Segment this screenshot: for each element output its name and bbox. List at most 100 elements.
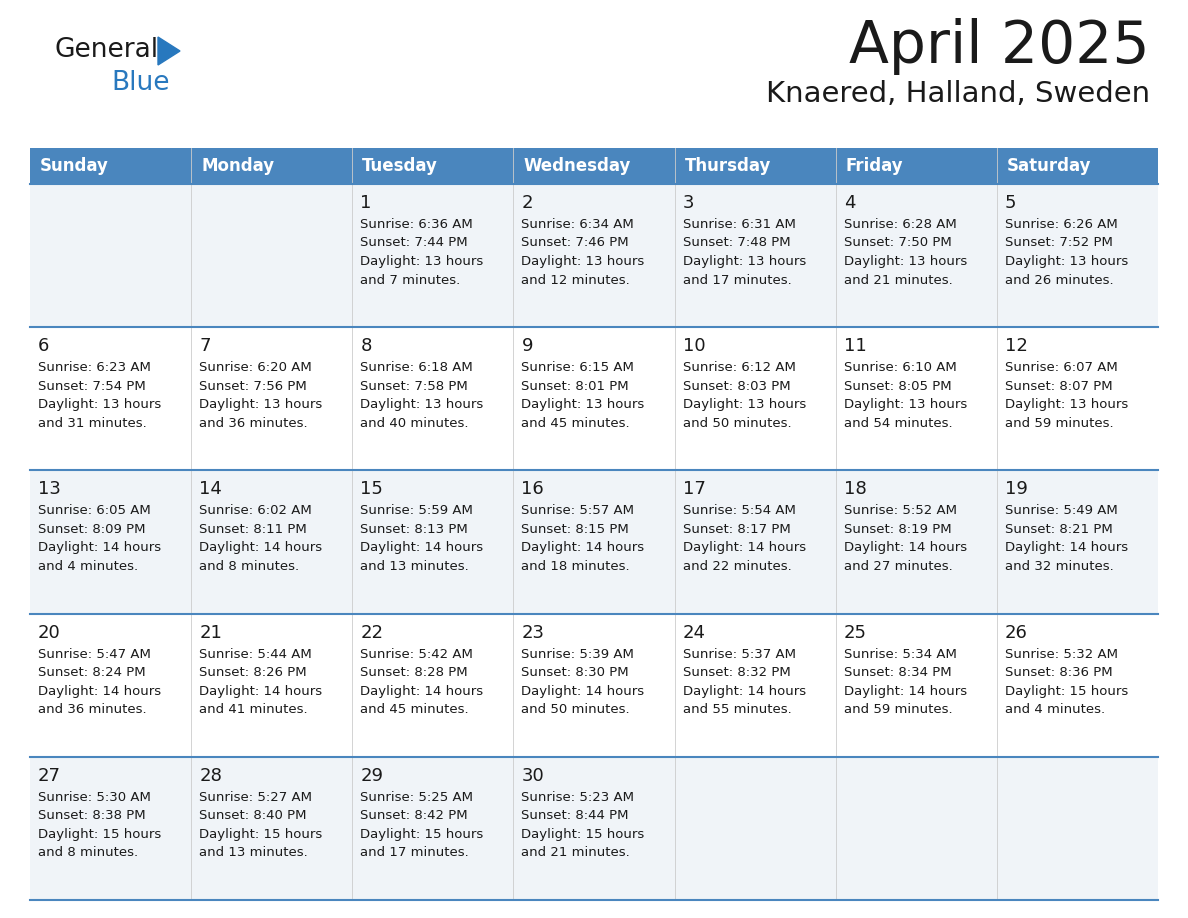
Text: Daylight: 14 hours: Daylight: 14 hours bbox=[843, 685, 967, 698]
Text: Sunset: 8:01 PM: Sunset: 8:01 PM bbox=[522, 380, 630, 393]
Text: and 7 minutes.: and 7 minutes. bbox=[360, 274, 461, 286]
Text: Sunset: 8:36 PM: Sunset: 8:36 PM bbox=[1005, 666, 1112, 679]
Text: and 26 minutes.: and 26 minutes. bbox=[1005, 274, 1113, 286]
Text: Daylight: 13 hours: Daylight: 13 hours bbox=[683, 255, 805, 268]
Text: Daylight: 14 hours: Daylight: 14 hours bbox=[200, 542, 322, 554]
Text: and 21 minutes.: and 21 minutes. bbox=[843, 274, 953, 286]
Text: Wednesday: Wednesday bbox=[524, 157, 631, 175]
Text: Sunrise: 6:05 AM: Sunrise: 6:05 AM bbox=[38, 504, 151, 518]
Text: and 59 minutes.: and 59 minutes. bbox=[1005, 417, 1113, 430]
Bar bbox=[997, 327, 1158, 470]
Bar bbox=[353, 756, 513, 900]
Bar bbox=[353, 613, 513, 756]
Text: Sunrise: 5:59 AM: Sunrise: 5:59 AM bbox=[360, 504, 473, 518]
Text: and 41 minutes.: and 41 minutes. bbox=[200, 703, 308, 716]
Text: Sunrise: 6:26 AM: Sunrise: 6:26 AM bbox=[1005, 218, 1118, 231]
Text: 11: 11 bbox=[843, 337, 866, 355]
Text: and 13 minutes.: and 13 minutes. bbox=[200, 846, 308, 859]
Text: 22: 22 bbox=[360, 623, 384, 642]
Text: Sunset: 8:13 PM: Sunset: 8:13 PM bbox=[360, 523, 468, 536]
Bar bbox=[675, 613, 835, 756]
Text: Sunrise: 6:36 AM: Sunrise: 6:36 AM bbox=[360, 218, 473, 231]
Text: Sunset: 8:17 PM: Sunset: 8:17 PM bbox=[683, 523, 790, 536]
Bar bbox=[353, 470, 513, 613]
Polygon shape bbox=[158, 37, 181, 65]
Text: Daylight: 13 hours: Daylight: 13 hours bbox=[843, 398, 967, 411]
Text: Sunrise: 5:30 AM: Sunrise: 5:30 AM bbox=[38, 790, 151, 804]
Bar bbox=[675, 756, 835, 900]
Text: 28: 28 bbox=[200, 767, 222, 785]
Text: Sunrise: 6:07 AM: Sunrise: 6:07 AM bbox=[1005, 361, 1118, 375]
Text: Friday: Friday bbox=[846, 157, 903, 175]
Text: 7: 7 bbox=[200, 337, 210, 355]
Text: 3: 3 bbox=[683, 194, 694, 212]
Text: Sunrise: 5:57 AM: Sunrise: 5:57 AM bbox=[522, 504, 634, 518]
Text: Sunrise: 5:49 AM: Sunrise: 5:49 AM bbox=[1005, 504, 1118, 518]
Text: Sunrise: 5:34 AM: Sunrise: 5:34 AM bbox=[843, 647, 956, 661]
Text: Sunset: 8:34 PM: Sunset: 8:34 PM bbox=[843, 666, 952, 679]
Text: Daylight: 13 hours: Daylight: 13 hours bbox=[522, 255, 645, 268]
Bar bbox=[835, 470, 997, 613]
Text: Sunrise: 6:34 AM: Sunrise: 6:34 AM bbox=[522, 218, 634, 231]
Text: Sunset: 8:21 PM: Sunset: 8:21 PM bbox=[1005, 523, 1113, 536]
Text: Sunset: 8:07 PM: Sunset: 8:07 PM bbox=[1005, 380, 1112, 393]
Text: Sunrise: 5:25 AM: Sunrise: 5:25 AM bbox=[360, 790, 473, 804]
Text: Sunset: 7:50 PM: Sunset: 7:50 PM bbox=[843, 237, 952, 250]
Text: and 17 minutes.: and 17 minutes. bbox=[360, 846, 469, 859]
Text: Saturday: Saturday bbox=[1007, 157, 1092, 175]
Bar bbox=[30, 470, 191, 613]
Text: Sunrise: 5:37 AM: Sunrise: 5:37 AM bbox=[683, 647, 796, 661]
Text: Daylight: 13 hours: Daylight: 13 hours bbox=[683, 398, 805, 411]
Text: Sunrise: 6:18 AM: Sunrise: 6:18 AM bbox=[360, 361, 473, 375]
Text: and 32 minutes.: and 32 minutes. bbox=[1005, 560, 1113, 573]
Text: Sunrise: 6:10 AM: Sunrise: 6:10 AM bbox=[843, 361, 956, 375]
Bar bbox=[675, 327, 835, 470]
Text: 4: 4 bbox=[843, 194, 855, 212]
Text: Sunrise: 6:20 AM: Sunrise: 6:20 AM bbox=[200, 361, 312, 375]
Text: 8: 8 bbox=[360, 337, 372, 355]
Text: Sunset: 8:19 PM: Sunset: 8:19 PM bbox=[843, 523, 952, 536]
Text: 1: 1 bbox=[360, 194, 372, 212]
Text: Daylight: 14 hours: Daylight: 14 hours bbox=[683, 542, 805, 554]
Bar bbox=[353, 148, 513, 184]
Text: Sunset: 8:38 PM: Sunset: 8:38 PM bbox=[38, 810, 146, 823]
Text: Sunset: 8:32 PM: Sunset: 8:32 PM bbox=[683, 666, 790, 679]
Text: Sunrise: 5:47 AM: Sunrise: 5:47 AM bbox=[38, 647, 151, 661]
Bar bbox=[997, 613, 1158, 756]
Text: Sunrise: 5:32 AM: Sunrise: 5:32 AM bbox=[1005, 647, 1118, 661]
Text: Sunset: 8:11 PM: Sunset: 8:11 PM bbox=[200, 523, 307, 536]
Text: Sunset: 7:54 PM: Sunset: 7:54 PM bbox=[38, 380, 146, 393]
Text: and 27 minutes.: and 27 minutes. bbox=[843, 560, 953, 573]
Text: 27: 27 bbox=[38, 767, 61, 785]
Bar bbox=[353, 184, 513, 327]
Text: and 31 minutes.: and 31 minutes. bbox=[38, 417, 147, 430]
Text: Sunrise: 5:39 AM: Sunrise: 5:39 AM bbox=[522, 647, 634, 661]
Text: Monday: Monday bbox=[201, 157, 274, 175]
Bar bbox=[191, 327, 353, 470]
Text: and 8 minutes.: and 8 minutes. bbox=[38, 846, 138, 859]
Text: Sunset: 8:26 PM: Sunset: 8:26 PM bbox=[200, 666, 307, 679]
Text: 18: 18 bbox=[843, 480, 866, 498]
Text: 29: 29 bbox=[360, 767, 384, 785]
Bar bbox=[513, 327, 675, 470]
Text: Sunset: 8:03 PM: Sunset: 8:03 PM bbox=[683, 380, 790, 393]
Text: 13: 13 bbox=[38, 480, 61, 498]
Bar bbox=[675, 184, 835, 327]
Text: Daylight: 14 hours: Daylight: 14 hours bbox=[843, 542, 967, 554]
Bar bbox=[997, 148, 1158, 184]
Text: 21: 21 bbox=[200, 623, 222, 642]
Text: Sunrise: 5:42 AM: Sunrise: 5:42 AM bbox=[360, 647, 473, 661]
Text: and 17 minutes.: and 17 minutes. bbox=[683, 274, 791, 286]
Text: Sunday: Sunday bbox=[40, 157, 109, 175]
Text: 30: 30 bbox=[522, 767, 544, 785]
Text: Daylight: 13 hours: Daylight: 13 hours bbox=[843, 255, 967, 268]
Bar bbox=[835, 327, 997, 470]
Text: 12: 12 bbox=[1005, 337, 1028, 355]
Text: April 2025: April 2025 bbox=[849, 18, 1150, 75]
Text: Daylight: 13 hours: Daylight: 13 hours bbox=[1005, 398, 1129, 411]
Bar bbox=[30, 327, 191, 470]
Text: Sunset: 8:40 PM: Sunset: 8:40 PM bbox=[200, 810, 307, 823]
Text: and 59 minutes.: and 59 minutes. bbox=[843, 703, 953, 716]
Bar bbox=[191, 184, 353, 327]
Text: and 50 minutes.: and 50 minutes. bbox=[522, 703, 630, 716]
